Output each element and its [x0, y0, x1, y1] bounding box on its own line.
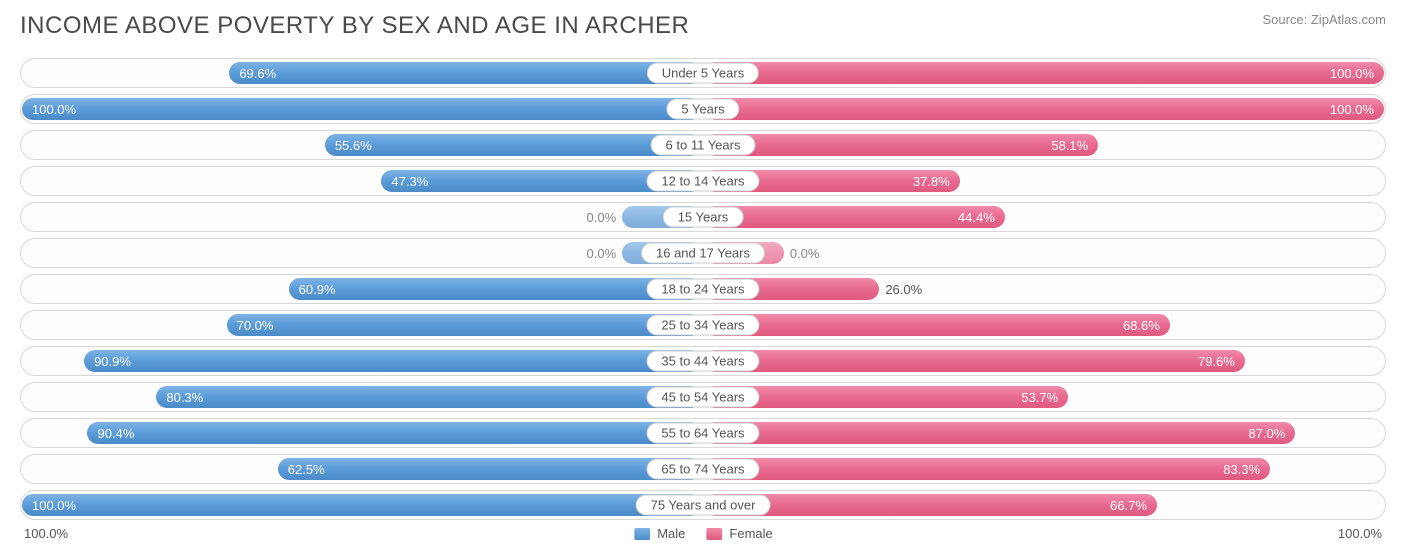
chart-title: INCOME ABOVE POVERTY BY SEX AND AGE IN A…: [20, 12, 689, 40]
category-label: 35 to 44 Years: [646, 351, 759, 372]
female-value-label: 0.0%: [790, 246, 820, 261]
female-value-label: 79.6%: [1198, 354, 1235, 369]
category-label: Under 5 Years: [647, 63, 759, 84]
category-label: 12 to 14 Years: [646, 171, 759, 192]
male-bar: 70.0%: [226, 313, 703, 337]
chart-row: 60.9% 26.0% 18 to 24 Years: [20, 274, 1386, 304]
female-bar: 100.0%: [703, 97, 1385, 121]
male-value-label: 80.3%: [166, 390, 203, 405]
axis-left-label: 100.0%: [24, 526, 68, 541]
female-bar: 68.6%: [703, 313, 1171, 337]
category-label: 15 Years: [663, 207, 744, 228]
female-bar: 100.0%: [703, 61, 1385, 85]
male-value-label: 0.0%: [587, 210, 617, 225]
female-bar: 66.7%: [703, 493, 1158, 517]
female-value-label: 58.1%: [1051, 138, 1088, 153]
female-value-label: 68.6%: [1123, 318, 1160, 333]
male-value-label: 60.9%: [299, 282, 336, 297]
source-attribution: Source: ZipAtlas.com: [1262, 12, 1386, 27]
female-value-label: 66.7%: [1110, 498, 1147, 513]
female-value-label: 83.3%: [1223, 462, 1260, 477]
chart-row: 47.3% 37.8% 12 to 14 Years: [20, 166, 1386, 196]
female-swatch: [705, 527, 723, 541]
category-label: 5 Years: [666, 99, 739, 120]
chart-row: 55.6% 58.1% 6 to 11 Years: [20, 130, 1386, 160]
chart-row: 0.0% 0.0% 16 and 17 Years: [20, 238, 1386, 268]
male-value-label: 55.6%: [335, 138, 372, 153]
male-value-label: 69.6%: [239, 66, 276, 81]
female-value-label: 37.8%: [913, 174, 950, 189]
male-value-label: 62.5%: [288, 462, 325, 477]
male-value-label: 0.0%: [587, 246, 617, 261]
male-bar: 100.0%: [21, 97, 703, 121]
male-bar: 100.0%: [21, 493, 703, 517]
chart-row: 0.0% 44.4% 15 Years: [20, 202, 1386, 232]
chart-row: 62.5% 83.3% 65 to 74 Years: [20, 454, 1386, 484]
female-bar: 58.1%: [703, 133, 1099, 157]
female-bar: 44.4%: [703, 205, 1006, 229]
female-bar: 79.6%: [703, 349, 1246, 373]
male-bar: 55.6%: [324, 133, 703, 157]
chart-row: 90.4% 87.0% 55 to 64 Years: [20, 418, 1386, 448]
legend-male: Male: [633, 526, 685, 541]
category-label: 16 and 17 Years: [641, 243, 765, 264]
legend-male-label: Male: [657, 526, 685, 541]
chart-row: 100.0% 66.7% 75 Years and over: [20, 490, 1386, 520]
category-label: 65 to 74 Years: [646, 459, 759, 480]
female-value-label: 44.4%: [958, 210, 995, 225]
axis-labels: 100.0% Male Female 100.0%: [20, 526, 1386, 541]
male-value-label: 90.4%: [97, 426, 134, 441]
male-value-label: 70.0%: [237, 318, 274, 333]
category-label: 6 to 11 Years: [651, 135, 756, 156]
female-bar: 83.3%: [703, 457, 1271, 481]
female-value-label: 26.0%: [885, 282, 922, 297]
male-value-label: 90.9%: [94, 354, 131, 369]
category-label: 45 to 54 Years: [646, 387, 759, 408]
chart-row: 80.3% 53.7% 45 to 54 Years: [20, 382, 1386, 412]
category-label: 25 to 34 Years: [646, 315, 759, 336]
male-bar: 69.6%: [228, 61, 703, 85]
axis-right-label: 100.0%: [1338, 526, 1382, 541]
female-value-label: 87.0%: [1248, 426, 1285, 441]
legend-female: Female: [705, 526, 772, 541]
male-value-label: 100.0%: [32, 498, 76, 513]
chart-row: 90.9% 79.6% 35 to 44 Years: [20, 346, 1386, 376]
category-label: 18 to 24 Years: [646, 279, 759, 300]
chart-row: 100.0% 100.0% 5 Years: [20, 94, 1386, 124]
category-label: 75 Years and over: [636, 495, 771, 516]
male-swatch: [633, 527, 651, 541]
male-bar: 90.4%: [86, 421, 703, 445]
female-value-label: 100.0%: [1330, 102, 1374, 117]
legend: Male Female: [633, 526, 773, 541]
female-bar: 87.0%: [703, 421, 1296, 445]
male-bar: 60.9%: [288, 277, 703, 301]
diverging-bar-chart: 69.6% 100.0% Under 5 Years 100.0% 100.0% 5 Ye…: [20, 58, 1386, 520]
female-value-label: 53.7%: [1021, 390, 1058, 405]
category-label: 55 to 64 Years: [646, 423, 759, 444]
female-value-label: 100.0%: [1330, 66, 1374, 81]
male-bar: 90.9%: [83, 349, 703, 373]
legend-female-label: Female: [729, 526, 772, 541]
chart-row: 70.0% 68.6% 25 to 34 Years: [20, 310, 1386, 340]
chart-row: 69.6% 100.0% Under 5 Years: [20, 58, 1386, 88]
male-value-label: 47.3%: [391, 174, 428, 189]
male-bar: 80.3%: [155, 385, 703, 409]
male-bar: 62.5%: [277, 457, 703, 481]
male-value-label: 100.0%: [32, 102, 76, 117]
